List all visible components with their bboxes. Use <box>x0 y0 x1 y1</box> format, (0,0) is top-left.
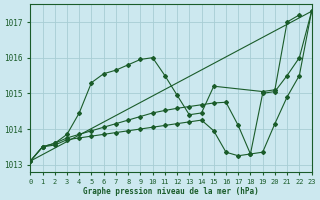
X-axis label: Graphe pression niveau de la mer (hPa): Graphe pression niveau de la mer (hPa) <box>83 187 259 196</box>
